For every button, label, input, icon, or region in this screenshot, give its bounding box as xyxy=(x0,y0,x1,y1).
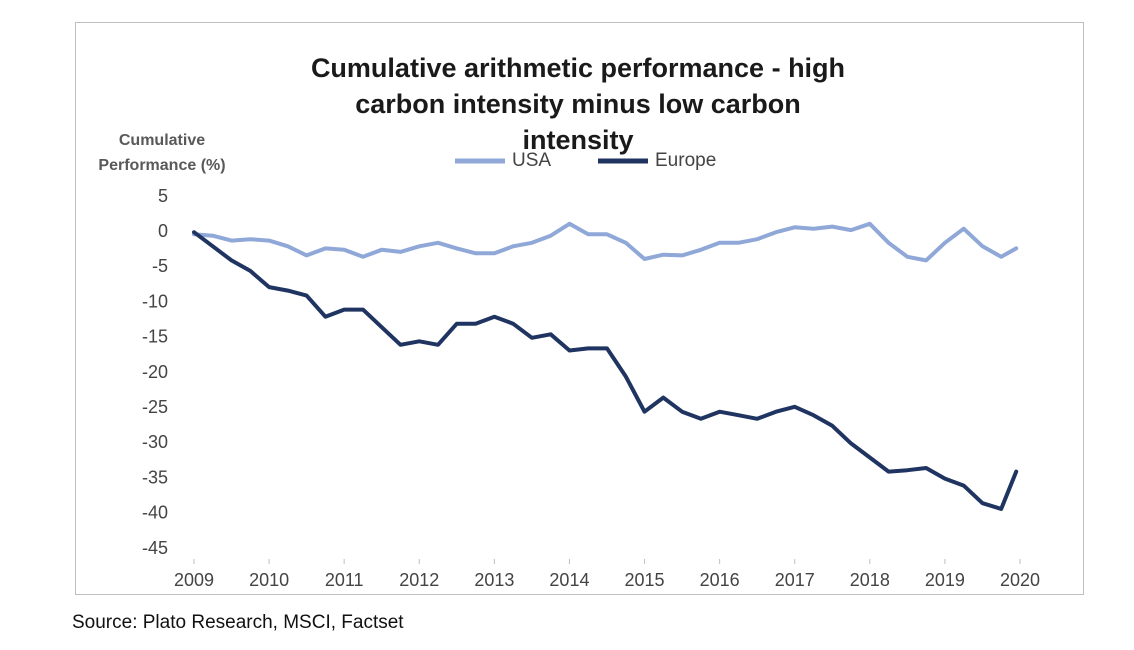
y-tick-label: 5 xyxy=(158,186,168,206)
x-tick-label: 2016 xyxy=(700,570,740,590)
y-tick-label: -45 xyxy=(142,538,168,558)
y-tick-label: -10 xyxy=(142,291,168,311)
chart-frame xyxy=(75,22,1084,595)
legend-label: USA xyxy=(512,150,551,171)
y-tick-label: -30 xyxy=(142,432,168,452)
x-tick-label: 2013 xyxy=(474,570,514,590)
source-note: Source: Plato Research, MSCI, Factset xyxy=(72,612,404,633)
y-tick-label: -25 xyxy=(142,397,168,417)
y-tick-label: -35 xyxy=(142,467,168,487)
legend-label: Europe xyxy=(655,150,716,171)
y-tick-label: -15 xyxy=(142,327,168,347)
y-tick-label: -5 xyxy=(152,256,168,276)
x-tick-label: 2011 xyxy=(325,570,364,590)
y-tick-label: -20 xyxy=(142,362,168,382)
x-tick-label: 2010 xyxy=(249,570,289,590)
x-tick-label: 2017 xyxy=(775,570,815,590)
y-tick-label: -40 xyxy=(142,503,168,523)
y-axis-label: Cumulative Performance (%) xyxy=(98,132,226,174)
y-tick-label: 0 xyxy=(158,221,168,241)
series-line xyxy=(192,221,1019,263)
chart-title: Cumulative arithmetic performance - high… xyxy=(310,53,846,155)
x-tick-label: 2018 xyxy=(850,570,890,590)
series-line xyxy=(192,230,1019,511)
x-tick-label: 2015 xyxy=(625,570,665,590)
x-tick-label: 2014 xyxy=(549,570,589,590)
x-tick-label: 2009 xyxy=(174,570,214,590)
x-tick-label: 2020 xyxy=(1000,570,1040,590)
x-tick-label: 2019 xyxy=(925,570,965,590)
x-tick-label: 2012 xyxy=(399,570,439,590)
